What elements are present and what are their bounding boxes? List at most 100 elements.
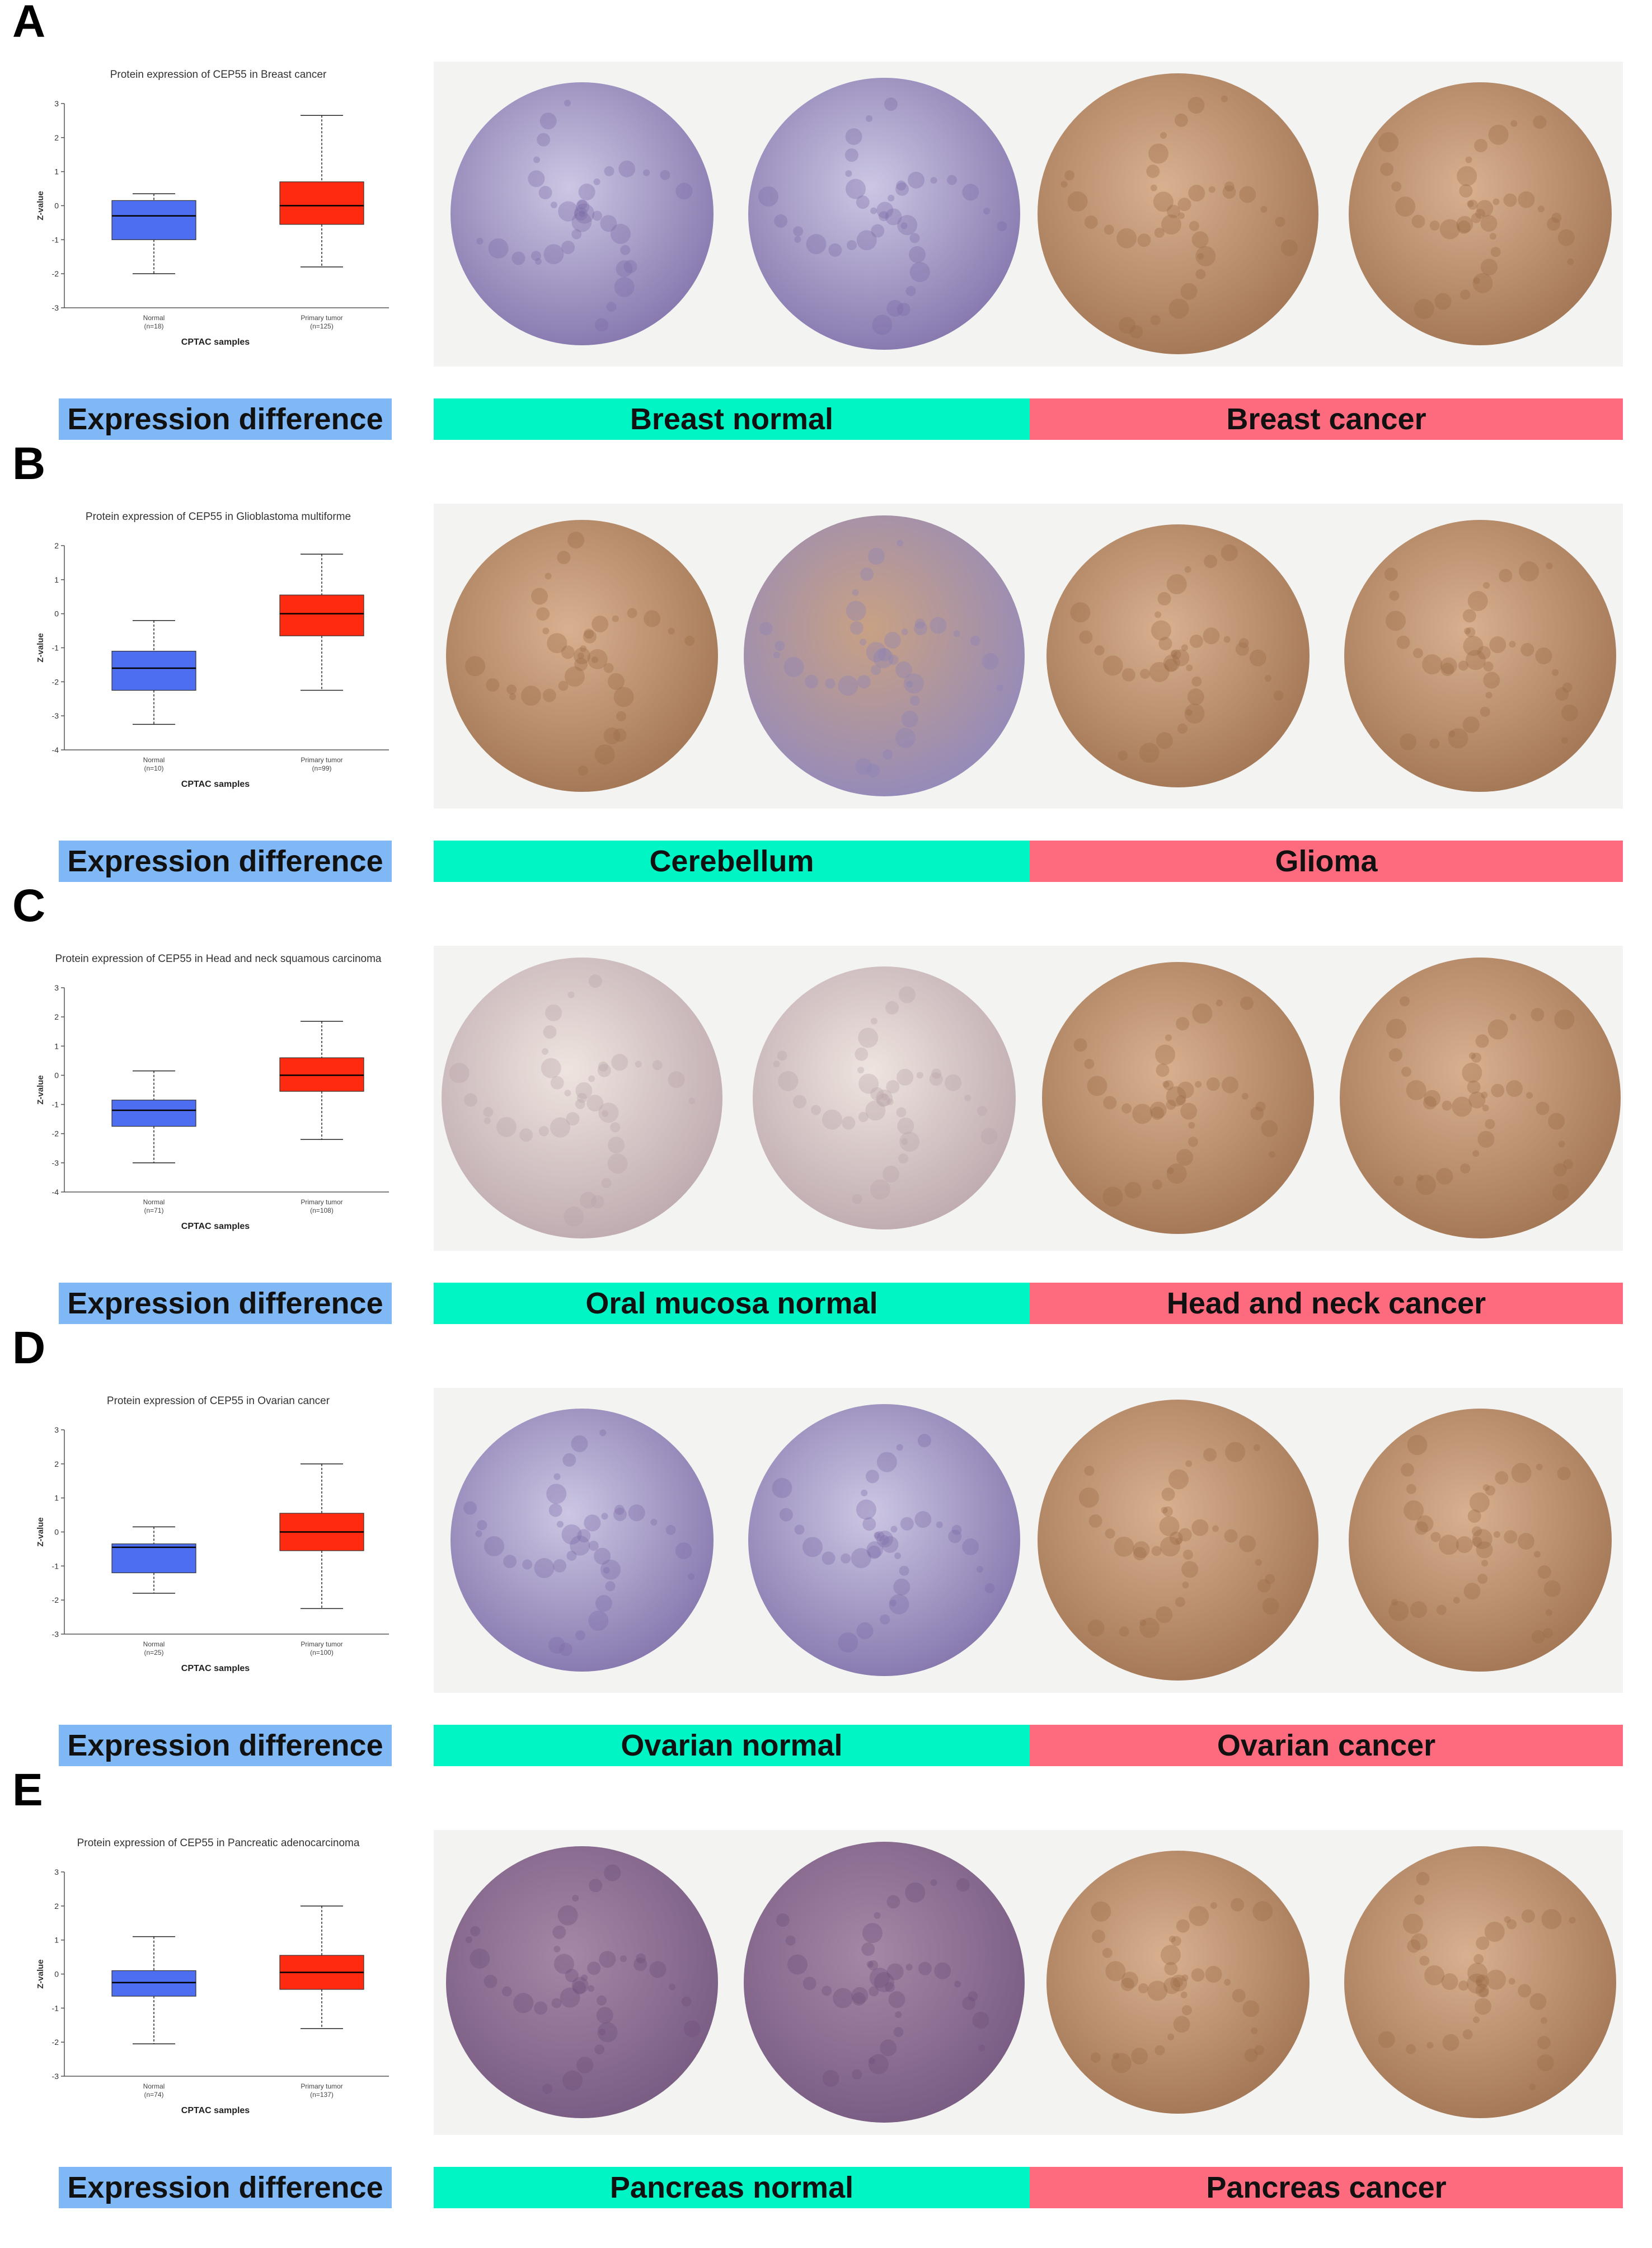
tissue-texture: [1223, 636, 1231, 643]
tissue-texture: [898, 1153, 909, 1164]
tissue-texture: [893, 2027, 904, 2038]
tissue-texture: [1067, 191, 1088, 212]
tissue-texture: [1401, 1067, 1411, 1077]
tissue-texture: [865, 1100, 886, 1121]
tissue-texture: [603, 663, 614, 673]
tissue-texture: [1493, 198, 1500, 205]
tissue-texture: [802, 1537, 823, 1557]
tissue-texture: [860, 567, 874, 581]
tissue-texture: [1546, 562, 1553, 570]
tissue-texture: [1168, 298, 1189, 319]
tissue-texture: [1388, 1048, 1402, 1062]
tissue-texture: [903, 673, 924, 694]
tissue-texture: [1533, 1551, 1541, 1558]
tissue-texture: [1503, 193, 1517, 207]
tissue-texture: [775, 641, 785, 651]
tissue-texture: [1151, 1106, 1165, 1120]
tissue-texture: [866, 763, 880, 777]
tissue-texture: [589, 1879, 603, 1893]
tissue-texture: [1540, 2017, 1547, 2024]
tissue-texture: [463, 1501, 477, 1515]
tissue-texture: [783, 656, 804, 677]
tissue-texture: [519, 1128, 533, 1142]
x-axis-label: CPTAC samples: [181, 780, 250, 789]
tissue-texture: [1070, 602, 1091, 623]
box-plot-svg: 3 2 1 0 -1 -2 -3 Z-value Normal(n=25) Primary tum…: [36, 1425, 389, 1673]
y-tick-label: -2: [52, 2038, 59, 2047]
tissue-texture: [1163, 1080, 1174, 1091]
tissue-texture: [888, 195, 895, 202]
y-tick-label: 1: [54, 167, 59, 176]
tissue-texture: [1137, 233, 1151, 247]
tissue-texture: [628, 1504, 645, 1522]
tissue-texture: [962, 1996, 976, 2010]
tissue-texture: [1456, 1536, 1473, 1554]
x-category-label: Primary tumor: [301, 314, 342, 322]
normal-tissue-band: Breast normal: [434, 398, 1030, 440]
tissue-texture: [597, 1995, 607, 2006]
tissue-texture: [894, 1552, 902, 1560]
tissue-texture: [564, 100, 571, 107]
tissue-texture: [1429, 738, 1440, 749]
tissue-texture: [1212, 1525, 1219, 1532]
tissue-texture: [592, 210, 603, 221]
tissue-texture: [1463, 1583, 1481, 1600]
tissue-texture: [1175, 1537, 1182, 1545]
tissue-texture: [929, 1072, 943, 1086]
tissue-texture: [597, 1063, 611, 1077]
tissue-texture: [930, 617, 947, 634]
tissue-texture: [652, 1060, 663, 1071]
tissue-texture: [1407, 1939, 1421, 1953]
tissue-texture: [1434, 293, 1452, 310]
y-tick-label: -1: [52, 1561, 59, 1570]
tissue-texture: [575, 1099, 585, 1109]
y-axis-label: Z-value: [36, 1517, 45, 1547]
tissue-texture: [1133, 1541, 1150, 1558]
tissue-texture: [571, 1435, 588, 1452]
tissue-texture: [1419, 1955, 1430, 1966]
tissue-texture: [1177, 723, 1188, 734]
tissue-texture: [649, 1961, 667, 1978]
tissue-texture: [1172, 649, 1190, 667]
x-category-label: Normal: [143, 1640, 165, 1648]
tissue-texture: [982, 653, 999, 670]
tissue-texture: [571, 1977, 589, 1994]
tissue-texture: [1195, 246, 1216, 266]
tissue-texture: [908, 246, 926, 263]
y-axis-label: Z-value: [36, 633, 45, 663]
tissue-texture: [1160, 1945, 1181, 1965]
tissue-image-strip: [434, 504, 1623, 809]
tissue-texture: [1391, 1599, 1398, 1606]
tissue-texture: [758, 186, 779, 207]
tissue-texture: [880, 1614, 890, 1625]
tissue-texture: [1173, 2016, 1190, 2033]
tissue-texture: [484, 1536, 504, 1556]
tissue-texture: [1475, 209, 1485, 219]
tissue-texture: [1467, 1080, 1481, 1094]
figure-panel-d: D Protein expression of CEP55 in Ovarian …: [0, 1325, 1652, 1771]
tissue-texture: [1146, 165, 1160, 179]
tissue-texture: [1224, 1529, 1238, 1543]
tissue-texture: [1203, 1448, 1217, 1462]
tissue-texture: [1465, 627, 1476, 637]
tissue-texture: [684, 635, 695, 646]
box-iqr: [279, 181, 364, 225]
tissue-core-image: [450, 1409, 714, 1672]
tissue-texture: [1393, 1176, 1404, 1186]
tissue-texture: [866, 1961, 874, 1968]
tissue-core-image: [1349, 82, 1612, 345]
tissue-texture: [566, 1112, 580, 1126]
tissue-texture: [1160, 1536, 1181, 1557]
tissue-texture: [1422, 654, 1443, 675]
tissue-texture: [1159, 1516, 1180, 1537]
tissue-texture: [1555, 687, 1569, 701]
tissue-texture: [564, 1206, 584, 1227]
tissue-texture: [538, 1126, 549, 1137]
tissue-texture: [1221, 95, 1228, 102]
tissue-texture: [1149, 661, 1170, 682]
tissue-texture: [1155, 1044, 1176, 1065]
tissue-texture: [886, 299, 904, 317]
tissue-texture: [574, 658, 588, 672]
tissue-texture: [484, 1974, 498, 1988]
y-tick-label: 2: [54, 1012, 59, 1021]
